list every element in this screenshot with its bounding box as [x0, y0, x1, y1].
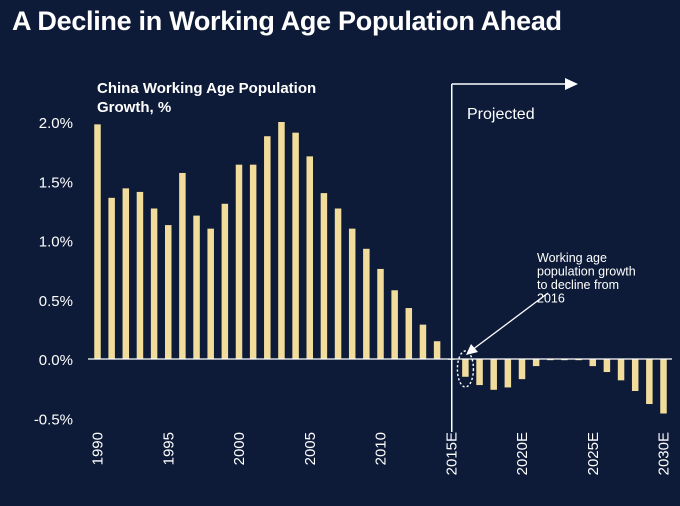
bar [518, 359, 526, 380]
page-title: A Decline in Working Age Population Ahea… [12, 6, 562, 36]
bar [235, 164, 243, 359]
bar [433, 341, 441, 359]
y-tick-label: 1.0% [39, 234, 73, 251]
subtitle-line: Growth, % [97, 99, 171, 116]
bar [193, 215, 200, 359]
annotation-line: Working age [537, 251, 607, 265]
bar [363, 248, 370, 359]
annotation-line: 2016 [537, 292, 565, 306]
bar [391, 290, 398, 359]
y-tick-label: 1.5% [39, 174, 73, 191]
bar [646, 359, 653, 405]
bar [377, 268, 384, 359]
bar [532, 359, 540, 367]
chart-subtitle: China Working Age Population Growth, % [97, 80, 316, 116]
x-tick-label: 2030E [656, 432, 673, 475]
x-tick-label: 2025E [585, 432, 602, 475]
x-tick-label: 2010 [373, 432, 390, 465]
bar [264, 136, 271, 359]
annotation-pointer [471, 292, 549, 351]
annotation-line: population growth [537, 265, 636, 279]
x-tick-label: 2020E [514, 432, 531, 475]
projected-label: Projected [467, 106, 535, 123]
bar [334, 208, 342, 359]
bar [221, 203, 229, 359]
highlight-circle [456, 350, 475, 388]
bar [292, 132, 299, 359]
annotation-arrowhead [466, 344, 478, 355]
x-tick-label: 1990 [90, 432, 107, 465]
bar [306, 156, 313, 359]
bar [94, 124, 101, 360]
bar [476, 359, 483, 386]
bar [419, 324, 427, 359]
bar [603, 359, 611, 373]
bar [504, 359, 512, 388]
y-tick-label: 2.0% [39, 115, 73, 132]
bar [249, 164, 257, 359]
x-axis: 1990 1995 2000 2005 2010 2015E 2020E 2025E 2030E [90, 432, 673, 475]
x-tick-label: 2015E [443, 432, 460, 475]
bar [136, 191, 144, 359]
projected-marker: Projected [451, 78, 578, 432]
bar [589, 359, 596, 367]
bar [278, 122, 285, 359]
y-tick-label: -0.5% [34, 411, 73, 428]
x-tick-label: 2000 [231, 432, 248, 465]
x-tick-label: 2005 [302, 432, 319, 465]
y-axis: 2.0% 1.5% 1.0% 0.5% 0.0% -0.5% [34, 115, 73, 428]
bar [462, 359, 469, 377]
bar [122, 188, 130, 359]
bar [179, 172, 186, 359]
x-tick-label: 1995 [160, 432, 177, 465]
bar [617, 359, 625, 381]
bar [150, 208, 158, 359]
bar [631, 359, 639, 391]
bar [405, 308, 413, 359]
bar [320, 193, 328, 359]
bars [94, 122, 667, 414]
y-tick-label: 0.5% [39, 293, 73, 310]
y-tick-label: 0.0% [39, 352, 73, 369]
bar [348, 228, 356, 359]
bar [207, 228, 214, 359]
subtitle-line: China Working Age Population [97, 80, 316, 97]
bar [660, 359, 667, 414]
bar [108, 197, 115, 359]
annotation-line: to decline from [537, 278, 619, 292]
bar [490, 359, 497, 390]
projected-arrowhead [565, 78, 578, 90]
bar [165, 225, 172, 359]
